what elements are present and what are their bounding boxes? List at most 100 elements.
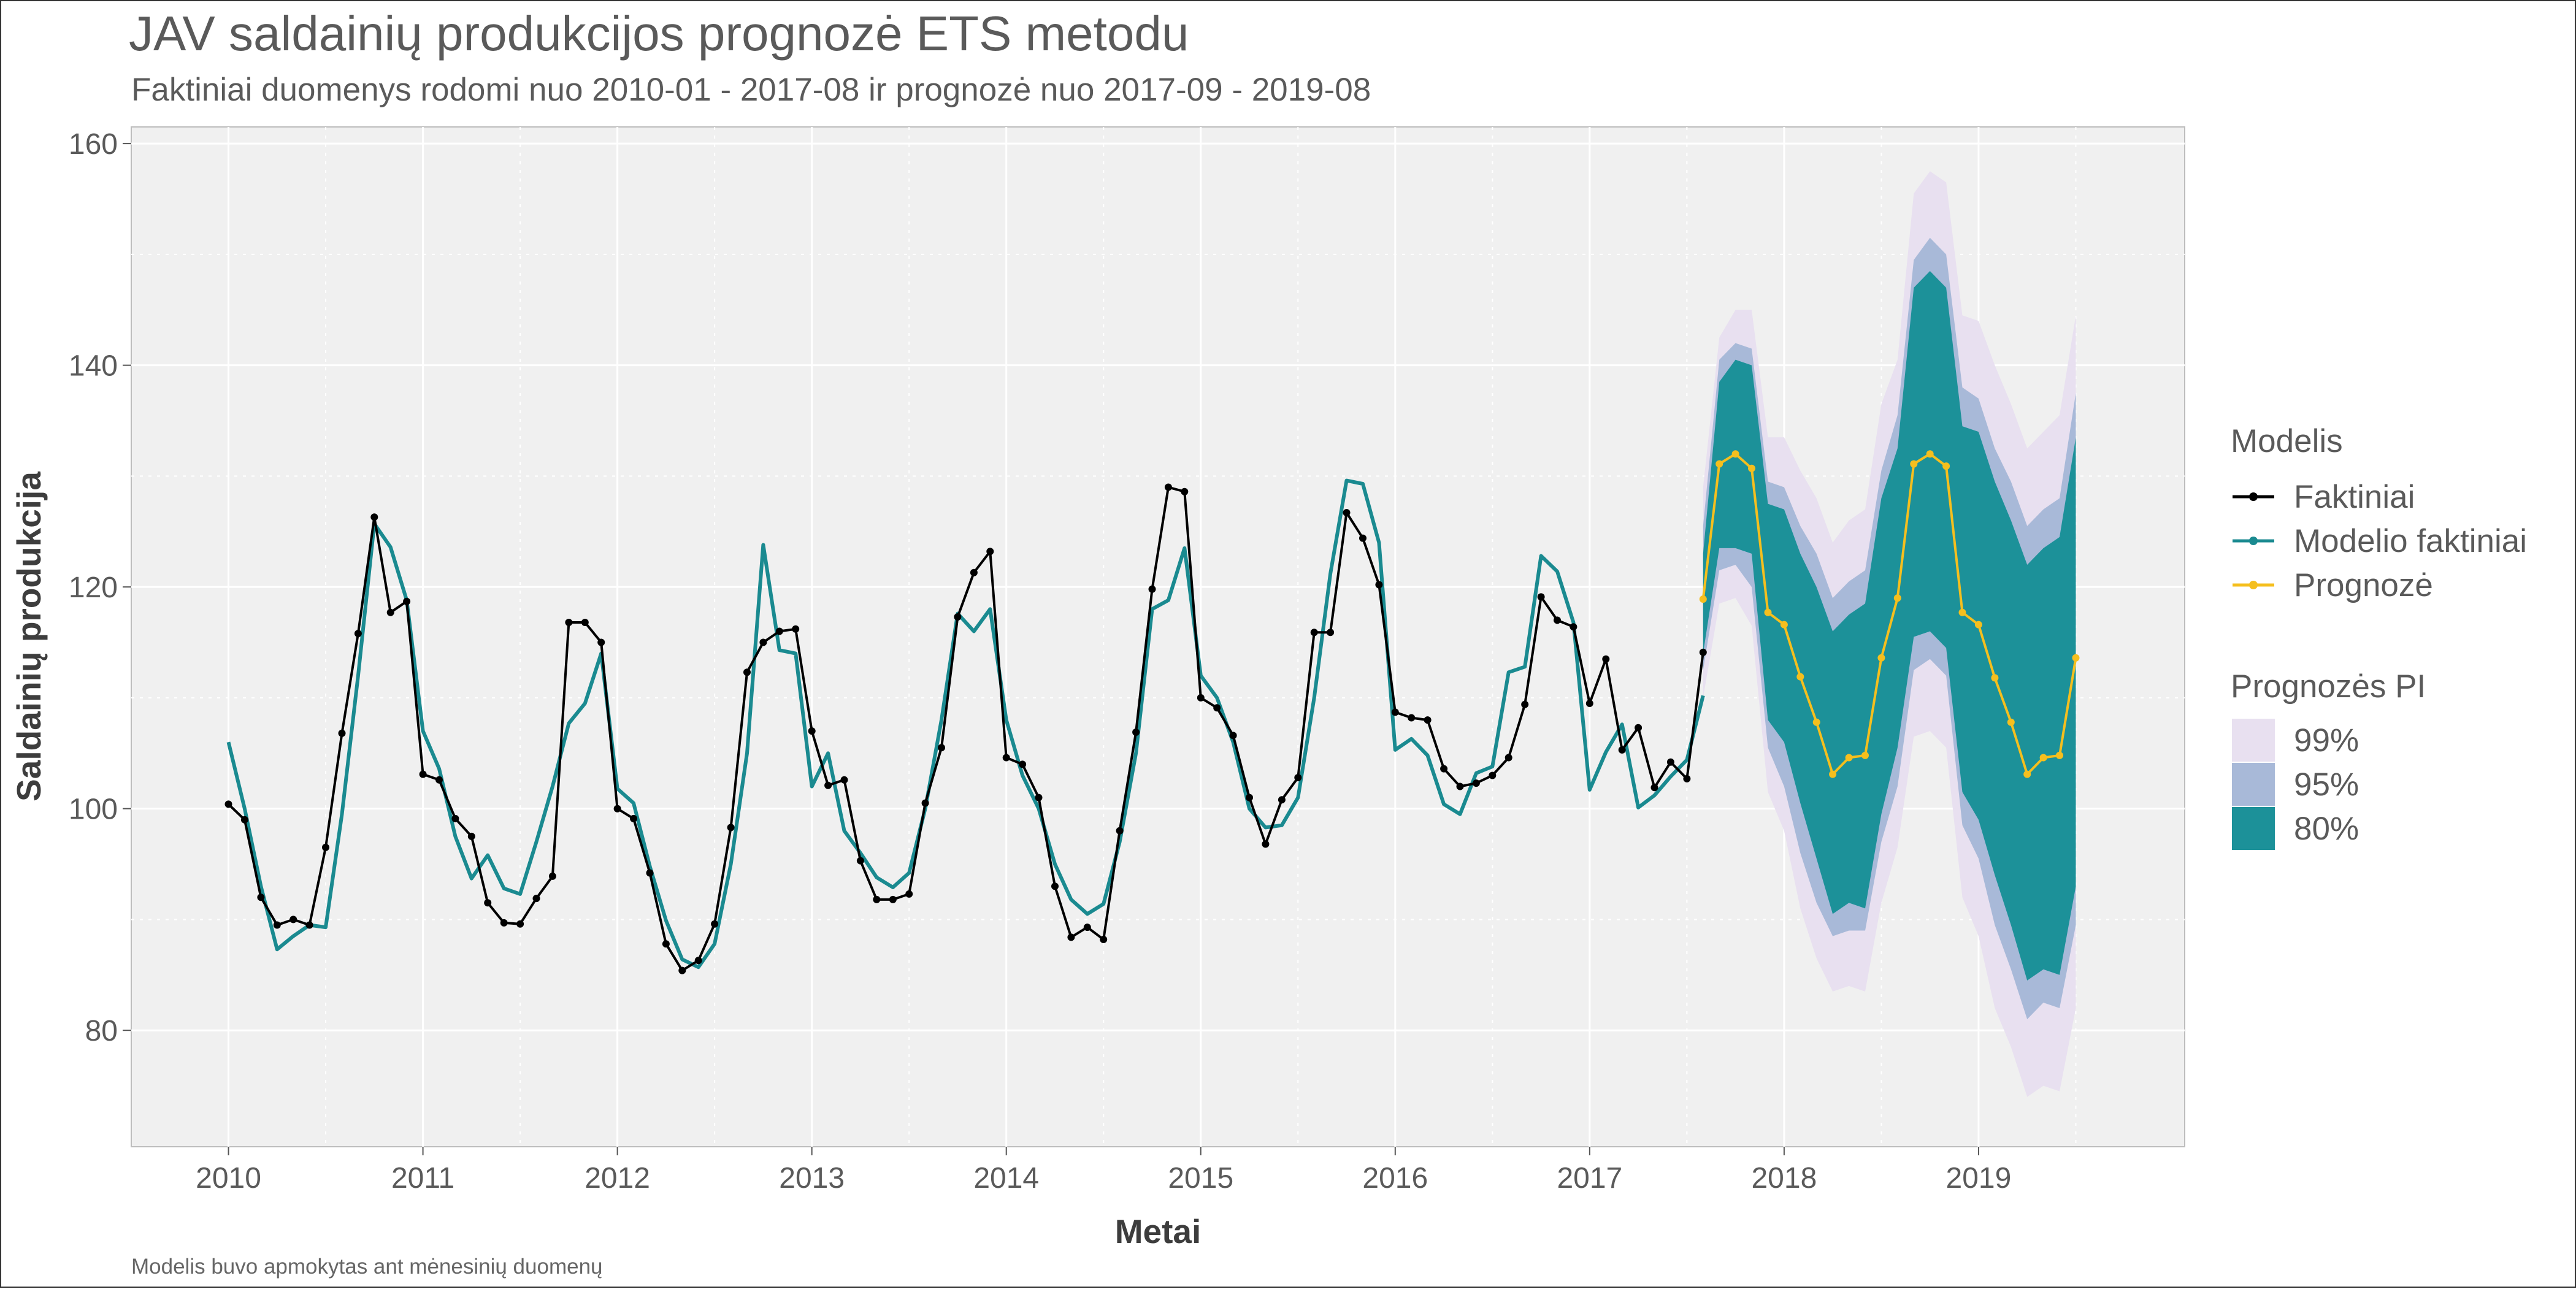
data-point-faktiniai	[1505, 754, 1512, 762]
data-point-faktiniai	[1359, 534, 1367, 542]
data-point-faktiniai	[743, 668, 751, 676]
data-point-faktiniai	[338, 729, 346, 737]
data-point-faktiniai	[1035, 794, 1043, 801]
series-layer	[224, 450, 2080, 974]
data-point-faktiniai	[419, 770, 427, 778]
data-point-faktiniai	[1472, 779, 1480, 787]
data-point-faktiniai	[775, 627, 783, 635]
data-point-faktiniai	[305, 921, 313, 929]
legend-label: 95%	[2294, 767, 2359, 803]
data-point-faktiniai	[435, 776, 443, 784]
data-point-faktiniai	[678, 966, 686, 974]
data-point-faktiniai	[630, 814, 637, 822]
data-point-faktiniai	[548, 872, 556, 880]
data-point-faktiniai	[1424, 716, 1432, 724]
data-point-prognozė	[1780, 621, 1788, 629]
axis-layer: 2010 2011 2012 2013 2014 2015 2016 2017 2018 2019…	[69, 128, 2011, 1195]
data-point-faktiniai	[1002, 754, 1010, 762]
data-point-faktiniai	[1618, 746, 1626, 754]
data-point-prognozė	[1699, 595, 1707, 603]
data-point-faktiniai	[694, 957, 702, 965]
x-tick-label: 2016	[1362, 1162, 1428, 1195]
data-point-faktiniai	[1132, 729, 1140, 736]
data-point-faktiniai	[1197, 694, 1205, 702]
legend: Modelis Prognozės PI Faktiniai Modelio fa…	[2231, 423, 2527, 850]
data-point-faktiniai	[597, 638, 605, 646]
data-point-faktiniai	[938, 744, 945, 752]
data-point-faktiniai	[1051, 882, 1059, 890]
data-point-faktiniai	[1019, 760, 1027, 768]
data-point-faktiniai	[711, 920, 719, 928]
chart-subtitle: Faktiniai duomenys rodomi nuo 2010-01 - …	[131, 72, 1371, 108]
data-point-prognozė	[2039, 754, 2047, 762]
data-point-faktiniai	[1246, 794, 1253, 801]
legend-title-model: Modelis	[2231, 423, 2343, 459]
y-tick-label: 160	[69, 128, 118, 161]
data-point-prognozė	[1748, 464, 1755, 472]
series-line-modelio-faktiniai	[226, 478, 1705, 970]
legend-key-dot	[2249, 537, 2258, 545]
data-point-faktiniai	[889, 895, 897, 903]
data-point-faktiniai	[322, 843, 329, 851]
data-point-faktiniai	[1489, 771, 1497, 779]
data-point-faktiniai	[824, 781, 832, 789]
data-point-faktiniai	[403, 597, 411, 605]
legend-title-pi: Prognozės PI	[2231, 668, 2426, 705]
y-axis-title: Saldainių produkcija	[10, 472, 48, 801]
data-point-faktiniai	[1683, 775, 1691, 782]
data-point-faktiniai	[500, 919, 508, 927]
legend-key-swatch	[2232, 763, 2275, 806]
x-tick-label: 2014	[973, 1162, 1039, 1195]
data-point-prognozė	[1845, 754, 1853, 762]
data-point-prognozė	[1877, 654, 1885, 662]
data-point-faktiniai	[516, 920, 524, 928]
legend-label: Prognozė	[2294, 567, 2433, 603]
data-point-faktiniai	[921, 799, 929, 807]
legend-label: Modelio faktiniai	[2294, 523, 2527, 559]
data-point-prognozė	[2056, 751, 2063, 759]
x-tick-label: 2010	[196, 1162, 261, 1195]
data-point-faktiniai	[1343, 509, 1351, 516]
data-point-faktiniai	[1585, 700, 1593, 707]
data-point-faktiniai	[662, 940, 670, 948]
data-point-prognozė	[1861, 751, 1869, 759]
data-point-faktiniai	[1391, 708, 1399, 716]
data-point-prognozė	[2023, 770, 2031, 778]
data-point-faktiniai	[370, 513, 378, 521]
data-point-faktiniai	[1456, 782, 1464, 790]
data-point-prognozė	[1974, 621, 1982, 629]
data-point-faktiniai	[467, 832, 475, 840]
data-point-faktiniai	[1375, 581, 1383, 589]
data-point-prognozė	[1715, 460, 1723, 468]
data-point-faktiniai	[1570, 623, 1577, 631]
data-point-faktiniai	[613, 805, 621, 813]
data-point-faktiniai	[727, 824, 735, 832]
data-point-prognozė	[1958, 608, 1966, 616]
data-point-faktiniai	[532, 895, 540, 903]
data-point-prognozė	[1942, 462, 1950, 470]
data-point-faktiniai	[1327, 629, 1335, 637]
data-point-faktiniai	[273, 921, 281, 929]
data-point-faktiniai	[1067, 933, 1075, 941]
data-point-faktiniai	[1278, 796, 1286, 804]
data-point-faktiniai	[1100, 936, 1108, 943]
data-point-prognozė	[1893, 594, 1901, 602]
data-point-prognozė	[1829, 770, 1837, 778]
data-point-prognozė	[1812, 718, 1820, 726]
data-point-faktiniai	[386, 608, 394, 616]
data-point-faktiniai	[873, 895, 881, 903]
legend-key-dot	[2249, 581, 2258, 589]
y-tick-label: 120	[69, 572, 118, 604]
chart-caption: Modelis buvo apmokytas ant mėnesinių duo…	[131, 1255, 603, 1279]
data-point-faktiniai	[792, 625, 800, 633]
data-point-faktiniai	[646, 869, 654, 877]
data-point-faktiniai	[1116, 827, 1124, 835]
data-point-faktiniai	[484, 899, 492, 907]
legend-key-swatch	[2232, 719, 2275, 762]
x-tick-label: 2017	[1557, 1162, 1622, 1195]
legend-key-swatch	[2232, 807, 2275, 850]
data-point-faktiniai	[1229, 732, 1237, 740]
legend-label: 99%	[2294, 722, 2359, 759]
